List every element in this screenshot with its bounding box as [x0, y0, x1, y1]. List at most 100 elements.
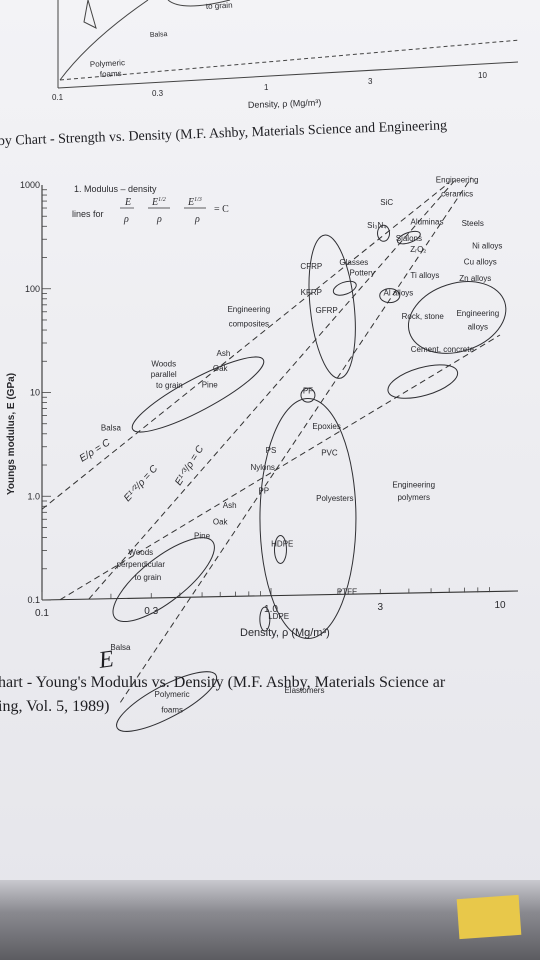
- svg-text:= C: = C: [214, 204, 229, 215]
- x-axis-label: Density, ρ (Mg/m³): [240, 627, 330, 639]
- y-tick-label: 1.0: [27, 491, 40, 501]
- material-label: Cu alloys: [464, 257, 497, 266]
- material-label: HDPE: [271, 539, 293, 548]
- material-label: Al alloys: [383, 288, 413, 297]
- y-tick-label: 1000: [20, 180, 40, 190]
- material-label: Ni alloys: [472, 242, 502, 251]
- alumina-envelope: [396, 230, 421, 245]
- legend-formulas: Eρ E1/2 ρ E1/3 ρ = C: [120, 197, 229, 225]
- composites-envelope: [308, 234, 356, 379]
- material-label: Si₃N₄: [367, 221, 386, 230]
- caption-line-1: hart - Young's Modulus vs. Density (M.F.…: [0, 674, 446, 691]
- material-label: Oak: [213, 517, 229, 526]
- material-label: alloys: [468, 323, 488, 332]
- material-label: Aluminas: [411, 217, 444, 226]
- top-label-foams: foams: [100, 69, 122, 79]
- guide-lines: [41, 177, 501, 703]
- material-label: PF: [303, 387, 313, 396]
- material-label: Pine: [194, 531, 211, 540]
- material-label: PVC: [321, 449, 338, 458]
- top-tick-0: 0.1: [52, 93, 64, 102]
- svg-text:ρ: ρ: [194, 214, 200, 225]
- svg-text:ρ: ρ: [123, 214, 129, 225]
- material-label: PTFE: [337, 588, 357, 597]
- material-label: Engineering: [392, 481, 435, 490]
- material-label: perpendicular: [117, 560, 166, 569]
- foams-envelope: [116, 671, 218, 732]
- material-label: Nylons: [250, 463, 274, 472]
- material-envelopes: [112, 224, 507, 732]
- top-tick-3: 3: [368, 77, 373, 86]
- material-label: ZᵣO₂: [410, 245, 426, 254]
- si3n4-envelope: [377, 224, 391, 242]
- x-tick-label: 0.1: [35, 608, 49, 619]
- top-label-polymeric: Polymeric: [90, 58, 126, 69]
- top-small-envelope: [83, 0, 97, 29]
- guide-label-e13-rho: E¹ᐟ³/ρ = C: [173, 443, 206, 487]
- svg-text:E: E: [124, 197, 131, 208]
- material-label: KFRP: [301, 288, 322, 297]
- top-caption: by Chart - Strength vs. Density (M.F. As…: [0, 118, 447, 149]
- cement-envelope: [387, 364, 459, 399]
- main-chart: 1000 100 10 1.0 0.1 0.1 0.3 1.0 3 10 Engineering c…: [20, 175, 519, 732]
- material-label: ceramics: [441, 189, 473, 198]
- material-label: Polymeric: [155, 690, 190, 699]
- ldpe-envelope: [259, 606, 271, 632]
- material-label: to grain: [156, 381, 183, 390]
- y-tick-label: 0.1: [27, 595, 40, 605]
- material-label: Epoxies: [312, 422, 340, 431]
- legend-title: 1. Modulus – density: [74, 184, 157, 194]
- material-label: Pottery: [349, 269, 374, 278]
- material-label: Balsa: [110, 643, 131, 652]
- top-tick-1: 0.3: [152, 89, 164, 98]
- polymers-envelope: [259, 398, 357, 640]
- material-label: foams: [161, 706, 183, 715]
- material-label: Balsa: [101, 423, 122, 432]
- material-label: Steels: [462, 219, 484, 228]
- material-label: Cement, concrete: [411, 345, 475, 354]
- material-label: Engineering: [436, 175, 479, 184]
- top-chart-fragment: [57, 0, 521, 89]
- x-tick-label: 10: [494, 600, 506, 611]
- material-label: LDPE: [268, 612, 289, 621]
- material-label: to grain: [135, 573, 162, 582]
- material-label: Pine: [202, 380, 219, 389]
- woods-parallel-envelope: [131, 356, 265, 433]
- material-label: Rock, stone: [402, 312, 445, 321]
- material-label: GFRP: [316, 306, 338, 315]
- legend-lines-for: lines for: [72, 209, 104, 219]
- svg-text:ρ: ρ: [156, 214, 162, 225]
- material-label: Engineering: [227, 305, 270, 314]
- top-foam-envelope: [59, 0, 149, 81]
- x-axis: [41, 590, 519, 601]
- material-labels: Engineering ceramics SiC Si₃N₄ Aluminas Steel…: [101, 175, 502, 714]
- x-tick-label: 0.3: [144, 606, 158, 617]
- page-shadow: [0, 880, 540, 960]
- caption-line-2: ing, Vol. 5, 1989): [0, 698, 109, 715]
- material-label: Glasses: [339, 258, 368, 267]
- top-label-to-grain: to grain: [206, 1, 233, 11]
- top-x-axis: [57, 61, 519, 89]
- material-label: Ash: [217, 349, 231, 358]
- top-xlabel: Density, ρ (Mg/m³): [248, 97, 322, 110]
- glasses-envelope: [332, 280, 357, 296]
- svg-text:E1/3: E1/3: [187, 197, 202, 208]
- y-tick-label: 10: [30, 388, 40, 398]
- top-tick-4: 10: [478, 71, 487, 80]
- al-alloys-envelope: [379, 288, 401, 304]
- guide-lower: [59, 334, 501, 601]
- guide-e12-over-rho: [88, 177, 458, 600]
- material-label: Sialons: [396, 234, 422, 243]
- material-label: Woods: [128, 548, 153, 557]
- material-label: Ti alloys: [410, 271, 439, 280]
- y-axis-label: Youngs modulus, E (GPa): [6, 373, 17, 495]
- chart-axes: [41, 185, 519, 601]
- material-label: PP: [258, 487, 269, 496]
- guide-label-e-rho: E/ρ = C: [78, 437, 113, 465]
- material-label: Oak: [213, 364, 229, 373]
- guide-label-e12-rho: E¹ᐟ²/ρ = C: [122, 463, 161, 504]
- material-label: polymers: [397, 493, 429, 502]
- material-label: PS: [266, 446, 277, 455]
- material-label: Polyesters: [316, 494, 353, 503]
